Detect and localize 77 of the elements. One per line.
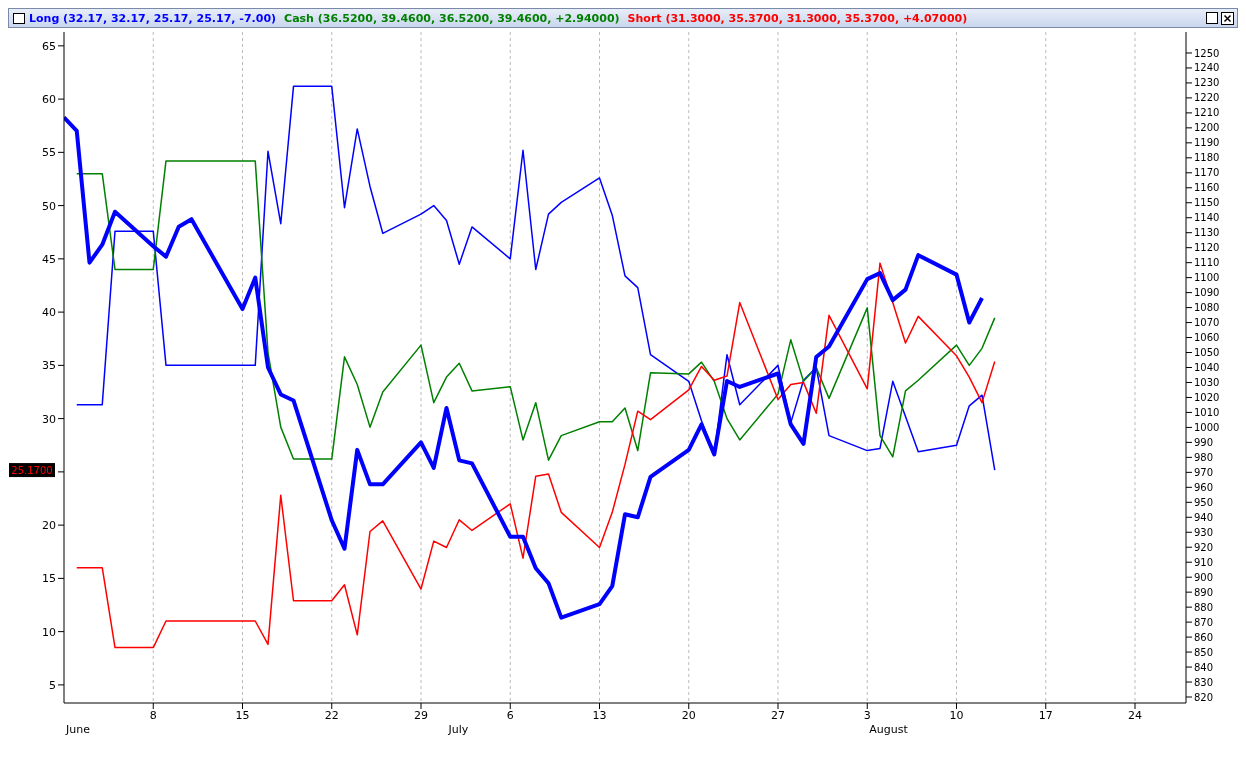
x-tick-label: 6: [506, 708, 514, 722]
text: Cash (36.5200, 39.4600, 36.5200, 39.4600, +2.94000): [284, 11, 620, 25]
y2-tick-label: 1190: [1194, 137, 1220, 149]
y-tick-label: 65: [42, 39, 56, 53]
y-tick-label: 10: [42, 625, 56, 639]
y2-tick-label: 1140: [1194, 212, 1220, 224]
y2-tick-label: 1180: [1194, 152, 1220, 164]
y2-tick-label: 930: [1194, 526, 1214, 538]
x-tick-label: 3: [863, 708, 871, 722]
y-tick-label: 5: [49, 678, 56, 692]
y2-tick-label: 1240: [1194, 62, 1220, 74]
y2-tick-label: 870: [1194, 616, 1214, 628]
x-tick-label: 22: [324, 708, 339, 722]
y-tick-label: 20: [42, 519, 56, 533]
y2-tick-label: 1130: [1194, 227, 1220, 239]
y2-tick-label: 1150: [1194, 197, 1220, 209]
y2-tick-label: 1210: [1194, 107, 1220, 119]
y2-tick-label: 1050: [1194, 347, 1220, 359]
x-tick-label: 29: [414, 708, 428, 722]
y2-tick-label: 1100: [1194, 272, 1220, 284]
x-tick-label: 13: [592, 708, 607, 722]
y2-tick-label: 840: [1194, 661, 1214, 673]
line-series: [76, 262, 996, 649]
y2-tick-label: 970: [1194, 466, 1214, 478]
y2-tick-label: 880: [1194, 601, 1214, 613]
y2-tick-label: 990: [1194, 436, 1214, 448]
y2-tick-label: 1230: [1194, 77, 1220, 89]
y-tick-label: 15: [42, 572, 56, 586]
x-tick-label: 10: [949, 708, 964, 722]
text: June: [65, 723, 91, 736]
y-tick-label: 60: [42, 93, 56, 106]
y-tick-label: 55: [42, 146, 56, 160]
y2-tick-label: 850: [1194, 646, 1214, 658]
x-tick-label: 20: [681, 708, 696, 722]
y2-tick-label: 1000: [1194, 421, 1220, 433]
y-tick-label: 30: [42, 412, 56, 426]
y2-tick-label: 920: [1194, 541, 1214, 553]
y2-tick-label: 890: [1194, 586, 1214, 598]
y2-tick-label: 1170: [1194, 167, 1220, 179]
x-tick-label: 24: [1128, 708, 1142, 722]
y2-tick-label: 940: [1194, 511, 1214, 523]
text: August: [869, 723, 909, 736]
y2-tick-label: 820: [1194, 691, 1214, 703]
y2-tick-label: 1040: [1194, 362, 1220, 374]
text: Short (31.3000, 35.3700, 31.3000, 35.3700, +4.07000): [627, 11, 968, 25]
y2-tick-label: 1200: [1194, 122, 1220, 134]
y2-tick-label: 1070: [1194, 317, 1220, 329]
y2-tick-label: 910: [1194, 556, 1214, 568]
y2-tick-label: 980: [1194, 451, 1214, 463]
y2-tick-label: 1090: [1194, 287, 1220, 299]
y-tick-label: 50: [42, 199, 56, 213]
x-tick-label: 15: [235, 708, 250, 722]
y2-tick-label: 1080: [1194, 302, 1220, 314]
y2-tick-label: 1220: [1194, 92, 1220, 104]
y2-tick-label: 1030: [1194, 377, 1220, 389]
y2-tick-label: 830: [1194, 676, 1214, 688]
y2-tick-label: 1010: [1194, 406, 1220, 418]
y-tick-label: 35: [42, 359, 56, 373]
line-series: [76, 160, 996, 461]
y2-tick-label: 860: [1194, 631, 1214, 643]
y2-tick-label: 1060: [1194, 332, 1220, 344]
y2-tick-label: 1120: [1194, 242, 1220, 254]
y2-tick-label: 900: [1194, 571, 1214, 583]
y2-tick-label: 1110: [1194, 257, 1220, 269]
y2-tick-label: 960: [1194, 481, 1214, 493]
y-tick-label: 40: [42, 306, 56, 320]
y2-tick-label: 1020: [1194, 392, 1220, 404]
y2-tick-label: 1250: [1194, 47, 1220, 59]
x-tick-label: 27: [771, 708, 785, 722]
text: Long (32.17, 32.17, 25.17, 25.17, -7.00): [29, 11, 277, 25]
x-tick-label: 17: [1038, 708, 1053, 722]
y2-tick-label: 1160: [1194, 182, 1220, 194]
text: 25.1700: [11, 465, 53, 477]
text: July: [447, 723, 469, 736]
y-tick-label: 45: [42, 252, 56, 266]
y2-tick-label: 950: [1194, 496, 1214, 508]
x-tick-label: 8: [149, 708, 157, 722]
